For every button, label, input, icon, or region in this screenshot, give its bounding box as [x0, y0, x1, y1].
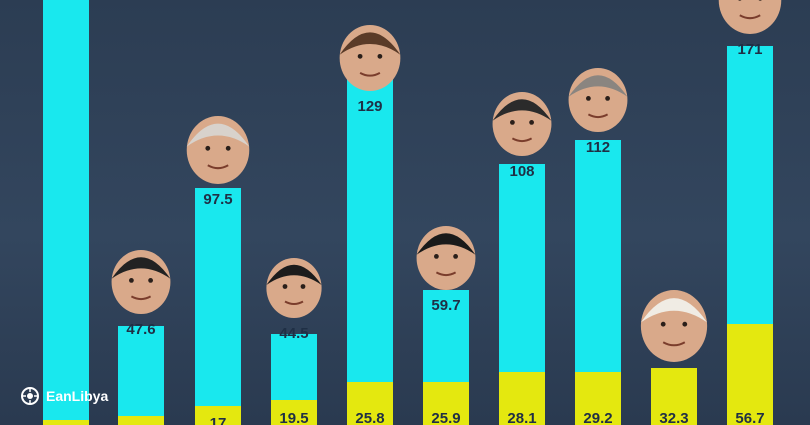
portrait-2: [111, 250, 171, 314]
label-lower-6: 25.9: [431, 410, 460, 425]
label-lower-8: 29.2: [583, 410, 612, 425]
portrait-7: [492, 92, 552, 156]
bar-upper-6: [423, 290, 469, 382]
bar-upper-8: [575, 140, 621, 372]
bar-lower-10: [727, 324, 773, 425]
brand-logo: EanLibya: [20, 386, 108, 406]
portrait-4: [266, 258, 322, 318]
bar-lower-8: [575, 372, 621, 425]
brand-name: EanLibya: [46, 388, 109, 404]
ean-logo-icon: [21, 387, 39, 405]
bar-lower-6: [423, 382, 469, 425]
label-upper-6: 59.7: [431, 297, 460, 314]
bar-upper-7: [499, 164, 545, 372]
label-lower-10: 56.7: [735, 410, 764, 425]
bar-lower-1: [43, 420, 89, 425]
bar-lower-4: [271, 400, 317, 425]
label-lower-3: 17: [210, 415, 227, 425]
bar-lower-3: [195, 406, 241, 425]
label-upper-3: 97.5: [203, 191, 232, 208]
label-upper-10: 171: [737, 41, 762, 58]
bar-upper-10: [727, 46, 773, 324]
label-upper-8: 112: [586, 139, 610, 156]
label-lower-5: 25.8: [355, 410, 384, 425]
bar-lower-2: [118, 416, 164, 425]
bar-lower-9: [651, 368, 697, 425]
bar-upper-3: [195, 188, 241, 406]
bar-upper-1: [43, 0, 89, 420]
label-upper-2: 47.6: [126, 321, 155, 338]
label-lower-4: 19.5: [279, 410, 308, 425]
portrait-3: [186, 116, 250, 184]
bar-upper-5: [347, 42, 393, 382]
label-upper-7: 108: [509, 163, 534, 180]
bar-upper-2: [118, 326, 164, 416]
portrait-6: [416, 226, 476, 290]
bar-upper-4: [271, 334, 317, 400]
portrait-8: [568, 68, 628, 132]
label-lower-9: 32.3: [659, 410, 688, 425]
label-upper-4: 44.5: [279, 325, 308, 342]
bar-lower-7: [499, 372, 545, 425]
bar-lower-5: [347, 382, 393, 425]
portrait-9: [640, 290, 708, 362]
portrait-10: [718, 0, 782, 34]
label-upper-5: 129: [357, 98, 382, 115]
portrait-5: [339, 25, 401, 91]
label-lower-7: 28.1: [507, 410, 536, 425]
